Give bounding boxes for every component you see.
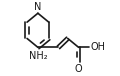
Text: NH₂: NH₂ bbox=[29, 51, 47, 61]
Text: OH: OH bbox=[90, 42, 105, 52]
Text: O: O bbox=[75, 64, 82, 74]
Text: N: N bbox=[34, 2, 42, 12]
